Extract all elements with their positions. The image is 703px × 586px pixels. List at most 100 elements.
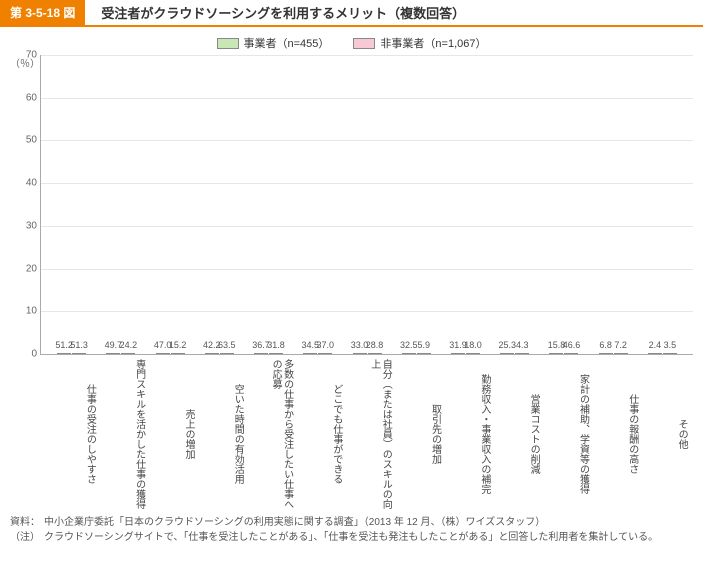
bar-value-label: 32.5: [400, 340, 418, 350]
legend: 事業者（n=455） 非事業者（n=1,067）: [0, 35, 703, 51]
bar-value-label: 5.9: [417, 340, 430, 350]
bar-series-b: 7.2: [614, 353, 628, 354]
legend-label-a: 事業者（n=455）: [244, 35, 330, 51]
figure: 第 3-5-18 図 受注者がクラウドソーシングを利用するメリット（複数回答） …: [0, 0, 703, 555]
x-label: 仕事の報酬の高さ: [588, 359, 637, 509]
bar-series-b: 18.0: [466, 353, 480, 354]
bar-group: 42.263.5: [195, 353, 244, 354]
bar-value-label: 28.8: [366, 340, 384, 350]
bar-value-label: 15.2: [169, 340, 187, 350]
footnotes: 資料： 中小企業庁委託「日本のクラウドソーシングの利用実態に関する調査」（201…: [0, 509, 703, 555]
bar-series-a: 25.3: [500, 353, 514, 354]
bar-value-label: 31.8: [267, 340, 285, 350]
bar-series-a: 31.9: [451, 353, 465, 354]
bar-series-b: 46.6: [564, 353, 578, 354]
x-label: 営業コストの削減: [490, 359, 539, 509]
title-bar: 第 3-5-18 図 受注者がクラウドソーシングを利用するメリット（複数回答）: [0, 0, 703, 27]
source-tag: 資料：: [10, 515, 40, 530]
bar-series-b: 4.3: [515, 353, 529, 354]
bar-value-label: 46.6: [563, 340, 581, 350]
grid-line: [41, 183, 693, 184]
bar-value-label: 37.0: [317, 340, 335, 350]
y-tick: 0: [13, 349, 37, 360]
plot-area: 51.251.349.724.247.015.242.263.536.731.8…: [40, 55, 693, 355]
bar-series-b: 24.2: [121, 353, 135, 354]
bar-series-a: 6.8: [599, 353, 613, 354]
bar-value-label: 4.3: [516, 340, 529, 350]
bar-series-a: 36.7: [254, 353, 268, 354]
legend-item-a: 事業者（n=455）: [217, 35, 330, 51]
swatch-a: [217, 38, 239, 49]
bar-series-b: 37.0: [318, 353, 332, 354]
x-label: 売上の増加: [145, 359, 194, 509]
bar-series-b: 63.5: [220, 353, 234, 354]
bar-group: 6.87.2: [589, 353, 638, 354]
grid-line: [41, 226, 693, 227]
bar-group: 33.028.8: [342, 353, 391, 354]
x-label: その他: [638, 359, 687, 509]
bar-group: 36.731.8: [244, 353, 293, 354]
source-text: 中小企業庁委託「日本のクラウドソーシングの利用実態に関する調査」（2013 年 …: [44, 515, 545, 530]
figure-number: 第 3-5-18 図: [0, 0, 85, 25]
legend-item-b: 非事業者（n=1,067）: [353, 35, 486, 51]
bar-series-a: 2.4: [648, 353, 662, 354]
bar-group: 2.43.5: [638, 353, 687, 354]
grid-line: [41, 55, 693, 56]
bar-group: 47.015.2: [145, 353, 194, 354]
bar-group: 15.846.6: [539, 353, 588, 354]
y-tick: 20: [13, 263, 37, 274]
bar-series-a: 33.0: [353, 353, 367, 354]
bar-series-b: 51.3: [72, 353, 86, 354]
bar-group: 34.537.0: [293, 353, 342, 354]
bar-series-a: 32.5: [402, 353, 416, 354]
bar-series-a: 47.0: [156, 353, 170, 354]
bar-group: 49.724.2: [96, 353, 145, 354]
bar-value-label: 51.3: [70, 340, 88, 350]
bar-series-b: 31.8: [269, 353, 283, 354]
note-line: （注） クラウドソーシングサイトで、「仕事を受注したことがある」、「仕事を受注も…: [10, 530, 693, 545]
grid-line: [41, 269, 693, 270]
bar-group: 51.251.3: [47, 353, 96, 354]
legend-label-b: 非事業者（n=1,067）: [380, 35, 486, 51]
bar-value-label: 7.2: [614, 340, 627, 350]
bar-value-label: 6.8: [599, 340, 612, 350]
x-label: 自分（または社員）のスキルの向上: [342, 359, 391, 509]
bar-group: 31.918.0: [441, 353, 490, 354]
bar-series-b: 5.9: [417, 353, 431, 354]
note-tag: （注）: [10, 530, 40, 545]
x-label: 仕事の受注のしやすさ: [46, 359, 95, 509]
x-label: 家計の補助、学資等の獲得: [539, 359, 588, 509]
x-label: どこでも仕事ができる: [293, 359, 342, 509]
x-labels: 仕事の受注のしやすさ専門スキルを活かした仕事の獲得売上の増加空いた時間の有効活用…: [40, 355, 693, 509]
bar-series-a: 15.8: [549, 353, 563, 354]
bar-series-a: 49.7: [106, 353, 120, 354]
bar-series-b: 28.8: [368, 353, 382, 354]
x-label: 専門スキルを活かした仕事の獲得: [95, 359, 144, 509]
source-line: 資料： 中小企業庁委託「日本のクラウドソーシングの利用実態に関する調査」（201…: [10, 515, 693, 530]
x-label: 多数の仕事から受注したい仕事への応募: [243, 359, 292, 509]
y-tick: 10: [13, 306, 37, 317]
grid-line: [41, 98, 693, 99]
bar-group: 25.34.3: [490, 353, 539, 354]
bars-container: 51.251.349.724.247.015.242.263.536.731.8…: [41, 55, 693, 354]
x-label: 勤務収入・事業収入の補完: [441, 359, 490, 509]
y-tick: 30: [13, 220, 37, 231]
bar-value-label: 63.5: [218, 340, 236, 350]
swatch-b: [353, 38, 375, 49]
y-tick: 40: [13, 178, 37, 189]
bar-value-label: 2.4: [649, 340, 662, 350]
bar-value-label: 18.0: [464, 340, 482, 350]
y-tick: 50: [13, 135, 37, 146]
bar-value-label: 25.3: [498, 340, 516, 350]
y-tick: 60: [13, 92, 37, 103]
bar-series-a: 51.2: [57, 353, 71, 354]
bar-group: 32.55.9: [392, 353, 441, 354]
y-tick: 70: [13, 50, 37, 61]
bar-value-label: 24.2: [120, 340, 138, 350]
x-label: 取引先の増加: [391, 359, 440, 509]
chart: （％） 51.251.349.724.247.015.242.263.536.7…: [0, 55, 703, 509]
bar-series-a: 42.2: [205, 353, 219, 354]
bar-value-label: 3.5: [664, 340, 677, 350]
bar-series-a: 34.5: [303, 353, 317, 354]
bar-series-b: 3.5: [663, 353, 677, 354]
